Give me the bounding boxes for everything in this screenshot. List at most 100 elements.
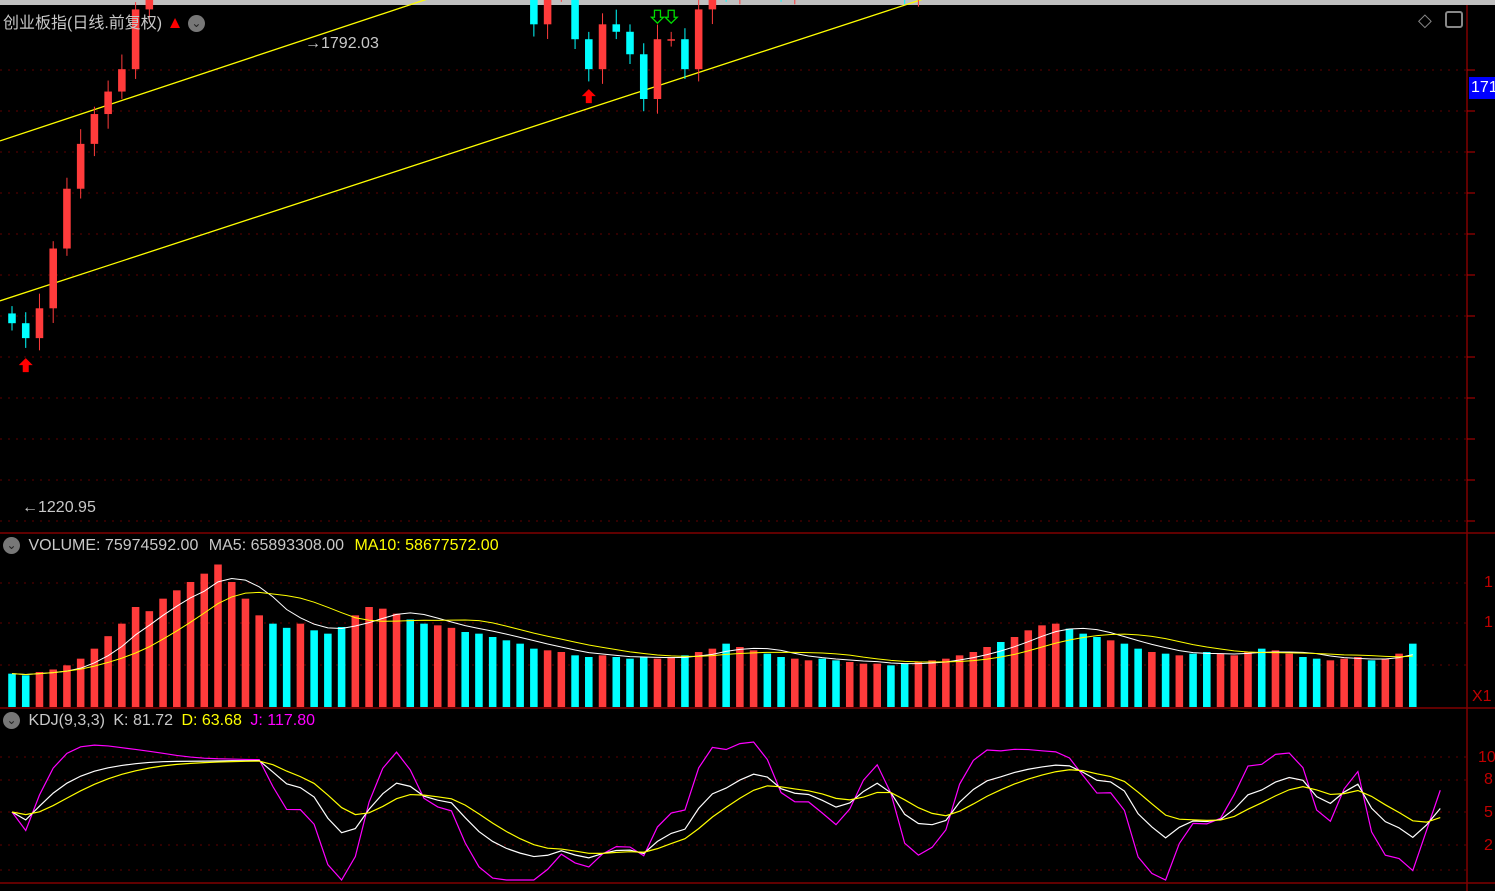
volume-bar — [1354, 657, 1362, 707]
candle — [76, 143, 85, 189]
volume-bar — [1299, 657, 1307, 707]
chevron-down-icon[interactable]: ⌄ — [3, 712, 20, 730]
volume-bar — [859, 663, 868, 707]
volume-bar — [76, 658, 85, 707]
volume-bar — [1230, 655, 1239, 707]
volume-bar — [1216, 653, 1225, 707]
volume-bar — [1409, 643, 1417, 707]
sell-arrow-icon — [649, 9, 666, 25]
volume-bar — [749, 650, 758, 707]
candle — [104, 91, 112, 115]
volume-bar — [571, 655, 579, 707]
kdj-d-line — [11, 760, 1441, 855]
high-price-label: →1792.03 — [305, 35, 379, 52]
chart-title: 创业板指(日线.前复权) — [3, 15, 163, 32]
volume-bar — [90, 648, 99, 707]
volume-bar — [1051, 623, 1060, 707]
volume-bar — [365, 607, 373, 707]
volume-bar — [255, 615, 263, 707]
volume-bar — [873, 663, 881, 707]
volume-bar — [1134, 648, 1142, 707]
volume-bar — [118, 623, 126, 707]
volume-bar — [832, 660, 840, 707]
volume-bar — [269, 623, 277, 707]
volume-bar — [241, 598, 250, 707]
panel-toggle-icon[interactable] — [1445, 11, 1463, 28]
volume-bar — [488, 637, 497, 707]
volume-bar — [900, 663, 909, 707]
volume-bar — [200, 573, 209, 707]
volume-ma5: MA5: 65893308.00 — [208, 537, 345, 554]
volume-bar — [612, 657, 621, 707]
candle — [681, 39, 689, 70]
volume-axis-label: 1 — [1484, 614, 1493, 631]
volume-bar — [1120, 643, 1129, 707]
volume-bar — [1271, 650, 1280, 707]
candle — [35, 308, 44, 339]
kdj-d: D: 63.68 — [181, 712, 242, 729]
volume-bar — [1203, 652, 1211, 707]
volume-bar — [969, 652, 978, 707]
volume-bar — [1106, 640, 1115, 707]
volume-bar — [955, 655, 964, 707]
candle — [90, 114, 99, 144]
volume-bar — [310, 630, 318, 707]
volume-bar — [997, 642, 1005, 707]
candle — [694, 9, 703, 70]
candle — [708, 0, 717, 10]
volume-bar — [502, 640, 511, 707]
trend-line — [0, 0, 923, 302]
volume-bar — [914, 662, 923, 707]
candle — [530, 0, 538, 25]
candle — [145, 0, 154, 10]
kdj-axis-label: 5 — [1484, 804, 1493, 821]
volume-bar — [530, 648, 538, 707]
volume-bar — [543, 650, 552, 707]
candle — [8, 313, 16, 324]
volume-ma5-line — [11, 577, 1413, 676]
volume-bar — [818, 658, 827, 707]
volume-bar — [694, 652, 703, 707]
volume-bar — [49, 669, 57, 707]
kdj-axis-label: 8 — [1484, 771, 1493, 788]
candle — [63, 188, 71, 249]
volume-bar — [1340, 658, 1348, 707]
volume-bar — [420, 623, 428, 707]
candle — [653, 39, 662, 100]
candle — [612, 24, 621, 32]
volume-bar — [708, 648, 717, 707]
volume-header: ⌄ VOLUME: 75974592.00 MA5: 65893308.00 M… — [3, 537, 499, 555]
chevron-down-icon[interactable]: ⌄ — [187, 15, 205, 33]
volume-bar — [516, 643, 524, 707]
current-price-tag: 171 — [1469, 77, 1495, 99]
volume-bar — [324, 633, 332, 707]
red-up-arrow-icon: ▲ — [166, 13, 184, 32]
volume-bar — [1312, 658, 1321, 707]
volume-bar — [887, 665, 895, 707]
candle — [639, 54, 648, 100]
volume-bar — [845, 662, 854, 707]
volume-bar — [681, 655, 689, 707]
diamond-icon[interactable]: ◇ — [1418, 10, 1432, 30]
low-price-label: ←1220.95 — [22, 499, 96, 516]
volume-bar — [392, 613, 401, 707]
volume-bar — [1189, 653, 1197, 707]
window-top-bar — [0, 0, 1495, 5]
volume-value: VOLUME: 75974592.00 — [28, 537, 199, 554]
volume-bar — [1244, 652, 1252, 707]
volume-bar — [351, 615, 360, 707]
buy-arrow-icon — [581, 89, 596, 104]
kdj-j-line — [11, 741, 1441, 882]
candle — [118, 69, 126, 92]
chevron-down-icon[interactable]: ⌄ — [3, 537, 20, 555]
volume-bar — [928, 660, 936, 707]
volume-bar — [433, 625, 442, 707]
candle — [543, 0, 552, 25]
volume-bar — [557, 652, 566, 707]
kdj-j: J: 117.80 — [250, 712, 316, 729]
volume-bar — [653, 658, 662, 707]
volume-bar — [777, 657, 785, 707]
volume-bar — [8, 673, 16, 707]
volume-bar — [1065, 628, 1074, 707]
